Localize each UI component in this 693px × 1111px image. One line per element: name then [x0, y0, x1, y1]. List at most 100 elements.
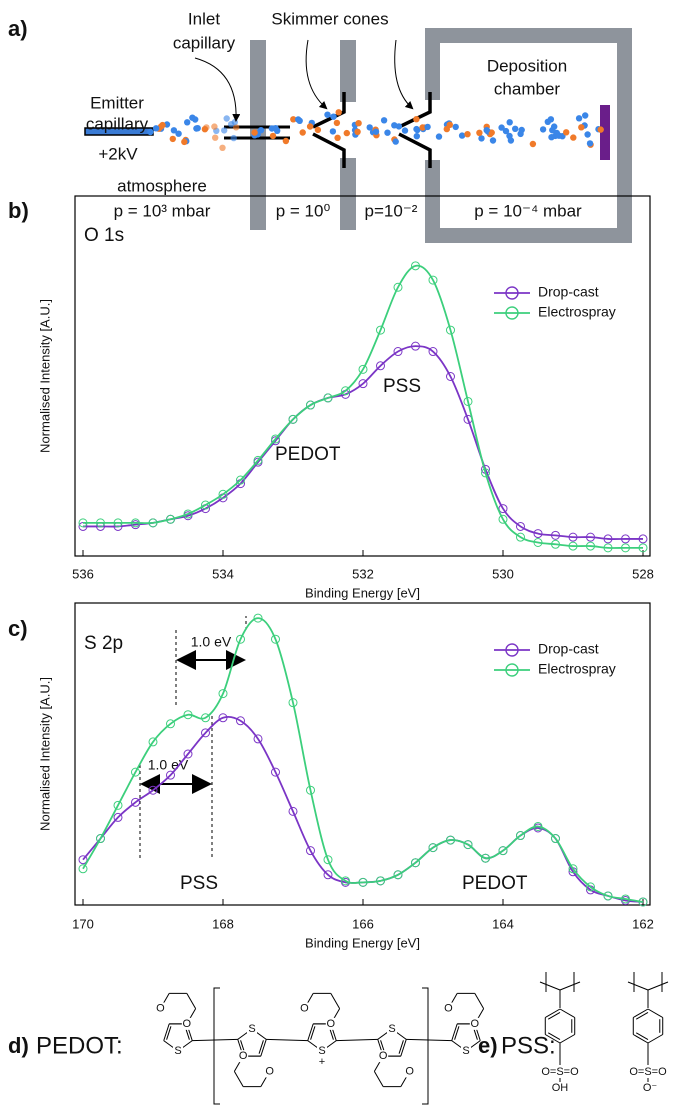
data-point [568, 541, 578, 551]
droplet [488, 129, 495, 136]
data-point [638, 543, 648, 553]
droplet [414, 126, 421, 134]
droplet [380, 117, 388, 124]
droplet [219, 144, 226, 151]
data-point [603, 891, 613, 901]
x-tick-label: 532 [352, 566, 374, 581]
skimmer-wall [340, 40, 356, 102]
atom-label: S [174, 1045, 181, 1057]
data-point [638, 897, 648, 907]
droplet [446, 121, 453, 128]
voltage-label: +2kV [98, 144, 138, 163]
skimmer-cone [398, 132, 432, 168]
data-point [586, 882, 595, 892]
inlet-label: capillary [173, 33, 236, 52]
chamber-label: Deposition [487, 56, 567, 75]
data-point [341, 876, 350, 886]
droplet [147, 128, 154, 136]
droplet [586, 140, 594, 147]
annotation: 1.0 eV [191, 634, 232, 650]
atom-label: OH [552, 1082, 569, 1094]
skimmer-cone [312, 92, 346, 129]
pressure-label: p = 10³ mbar [114, 201, 211, 220]
x-tick-label: 162 [632, 916, 654, 931]
droplet [212, 134, 219, 141]
data-point [358, 364, 368, 374]
data-point [358, 379, 368, 389]
droplet [413, 116, 420, 123]
data-point [411, 341, 420, 351]
droplet [552, 132, 559, 140]
data-point [306, 846, 315, 856]
data-point [551, 539, 560, 549]
droplet [372, 128, 380, 135]
data-point [586, 541, 595, 551]
data-point [113, 800, 123, 810]
bond [400, 1039, 407, 1057]
bond [633, 1008, 649, 1018]
y-axis-title: Normalised Intensity [A.U.] [37, 299, 52, 453]
bond [451, 1023, 458, 1041]
droplet [575, 115, 583, 122]
droplet [578, 124, 585, 131]
atom-label: O [327, 1018, 336, 1030]
droplet [476, 129, 483, 136]
atom-mask [387, 1023, 397, 1035]
bond [186, 993, 197, 1009]
droplet [512, 125, 519, 132]
droplet [452, 123, 459, 131]
droplet [314, 126, 322, 134]
data-point [323, 393, 333, 403]
annotation: PEDOT [462, 873, 528, 894]
series-line [83, 264, 643, 549]
data-point [288, 414, 298, 424]
data-point [586, 532, 595, 542]
data-point [498, 846, 508, 856]
data-point [323, 855, 333, 865]
data-point [358, 877, 368, 887]
bond [547, 1032, 561, 1041]
droplet [597, 126, 604, 133]
data-point [621, 534, 630, 544]
droplet [502, 127, 510, 135]
atom-mask [443, 1002, 454, 1015]
atom-label: O [444, 1002, 453, 1014]
data-point [428, 275, 438, 285]
bond [545, 1008, 561, 1018]
droplet [272, 125, 279, 132]
skimmer-cone [312, 132, 346, 168]
bond [474, 993, 485, 1009]
bond [258, 1040, 264, 1054]
pressure-label: p=10⁻² [365, 201, 418, 220]
droplet [539, 126, 547, 133]
bond [559, 1008, 575, 1018]
droplet [401, 127, 409, 134]
emitter-label: Emitter [90, 93, 144, 112]
atom-mask [469, 1017, 480, 1030]
data-point [201, 500, 210, 510]
pressure-label: p = 10⁻⁴ mbar [474, 201, 582, 220]
data-point [516, 521, 525, 531]
bond [559, 981, 581, 991]
droplet [563, 129, 570, 136]
bracket [422, 987, 429, 1105]
bond [547, 1011, 561, 1020]
emitter-label: capillary [86, 114, 149, 133]
droplet [228, 121, 235, 128]
atom-label: S [462, 1045, 469, 1057]
x-tick-label: 166 [352, 916, 374, 931]
droplet [335, 109, 342, 116]
data-point [393, 347, 403, 357]
data-point [131, 767, 140, 777]
x-tick-label: 528 [632, 566, 654, 581]
data-point [236, 475, 245, 485]
plot-frame [74, 195, 651, 557]
droplet [458, 132, 466, 139]
atom-label: O⁻ [643, 1082, 658, 1094]
atom-mask [155, 1002, 166, 1015]
pointer-arrow [194, 57, 241, 122]
substrate [600, 105, 610, 160]
panel-label: d) [8, 1033, 29, 1058]
droplet [582, 112, 589, 119]
charge: + [319, 1056, 325, 1068]
